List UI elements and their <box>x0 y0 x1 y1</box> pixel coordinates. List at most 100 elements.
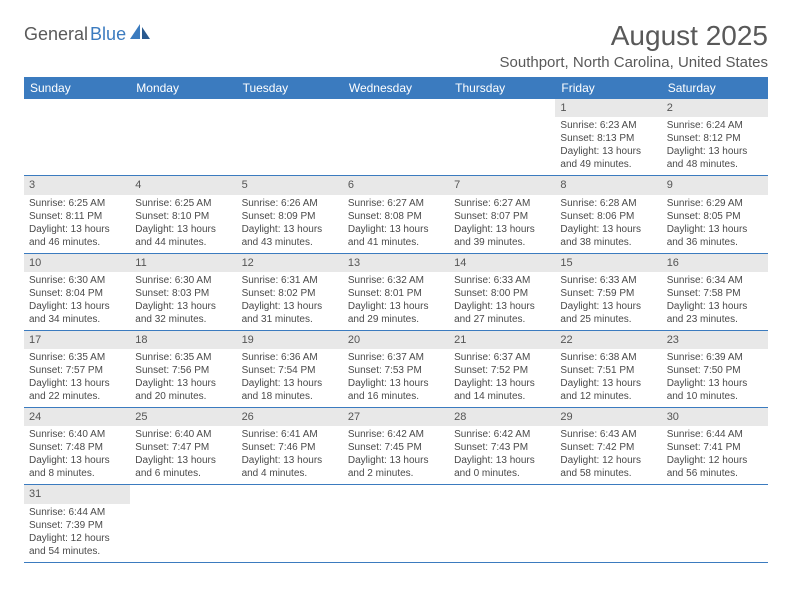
sunset-line: Sunset: 7:51 PM <box>560 364 656 377</box>
day-info: Sunrise: 6:29 AMSunset: 8:05 PMDaylight:… <box>662 195 768 253</box>
day-info: Sunrise: 6:37 AMSunset: 7:52 PMDaylight:… <box>449 349 555 407</box>
daylight-line: Daylight: 13 hours and 6 minutes. <box>135 454 231 480</box>
sunrise-line: Sunrise: 6:42 AM <box>454 428 550 441</box>
logo-text-general: General <box>24 24 88 45</box>
sunrise-line: Sunrise: 6:27 AM <box>348 197 444 210</box>
sunrise-line: Sunrise: 6:32 AM <box>348 274 444 287</box>
day-number: 22 <box>555 331 661 349</box>
sunrise-line: Sunrise: 6:33 AM <box>560 274 656 287</box>
calendar-day-cell: 11Sunrise: 6:30 AMSunset: 8:03 PMDayligh… <box>130 254 236 330</box>
day-info: Sunrise: 6:31 AMSunset: 8:02 PMDaylight:… <box>237 272 343 330</box>
calendar-empty-cell <box>24 99 130 175</box>
sunset-line: Sunset: 7:46 PM <box>242 441 338 454</box>
daylight-line: Daylight: 13 hours and 48 minutes. <box>667 145 763 171</box>
day-info: Sunrise: 6:27 AMSunset: 8:08 PMDaylight:… <box>343 195 449 253</box>
daylight-line: Daylight: 13 hours and 12 minutes. <box>560 377 656 403</box>
calendar-week-row: 17Sunrise: 6:35 AMSunset: 7:57 PMDayligh… <box>24 330 768 407</box>
calendar-empty-cell <box>449 485 555 561</box>
daylight-line: Daylight: 13 hours and 36 minutes. <box>667 223 763 249</box>
day-number: 24 <box>24 408 130 426</box>
calendar-empty-cell <box>237 485 343 561</box>
day-info: Sunrise: 6:42 AMSunset: 7:45 PMDaylight:… <box>343 426 449 484</box>
calendar-empty-cell <box>662 485 768 561</box>
calendar-day-cell: 19Sunrise: 6:36 AMSunset: 7:54 PMDayligh… <box>237 331 343 407</box>
calendar-day-cell: 14Sunrise: 6:33 AMSunset: 8:00 PMDayligh… <box>449 254 555 330</box>
calendar-day-cell: 12Sunrise: 6:31 AMSunset: 8:02 PMDayligh… <box>237 254 343 330</box>
daylight-line: Daylight: 13 hours and 0 minutes. <box>454 454 550 480</box>
sunset-line: Sunset: 8:04 PM <box>29 287 125 300</box>
sunrise-line: Sunrise: 6:41 AM <box>242 428 338 441</box>
calendar-day-cell: 13Sunrise: 6:32 AMSunset: 8:01 PMDayligh… <box>343 254 449 330</box>
logo-text-blue: Blue <box>90 24 126 45</box>
calendar-week-row: 3Sunrise: 6:25 AMSunset: 8:11 PMDaylight… <box>24 175 768 252</box>
weekday-header: Friday <box>555 77 661 99</box>
calendar-day-cell: 20Sunrise: 6:37 AMSunset: 7:53 PMDayligh… <box>343 331 449 407</box>
daylight-line: Daylight: 13 hours and 2 minutes. <box>348 454 444 480</box>
calendar-day-cell: 17Sunrise: 6:35 AMSunset: 7:57 PMDayligh… <box>24 331 130 407</box>
sunrise-line: Sunrise: 6:35 AM <box>29 351 125 364</box>
day-number: 20 <box>343 331 449 349</box>
day-number: 13 <box>343 254 449 272</box>
day-info: Sunrise: 6:23 AMSunset: 8:13 PMDaylight:… <box>555 117 661 175</box>
header: GeneralBlue August 2025 Southport, North… <box>24 20 768 71</box>
calendar-week-row: 1Sunrise: 6:23 AMSunset: 8:13 PMDaylight… <box>24 99 768 175</box>
daylight-line: Daylight: 13 hours and 31 minutes. <box>242 300 338 326</box>
sunset-line: Sunset: 7:57 PM <box>29 364 125 377</box>
weekday-header-row: SundayMondayTuesdayWednesdayThursdayFrid… <box>24 77 768 99</box>
calendar-day-cell: 5Sunrise: 6:26 AMSunset: 8:09 PMDaylight… <box>237 176 343 252</box>
month-title: August 2025 <box>500 20 768 52</box>
day-info: Sunrise: 6:38 AMSunset: 7:51 PMDaylight:… <box>555 349 661 407</box>
sunrise-line: Sunrise: 6:26 AM <box>242 197 338 210</box>
sunrise-line: Sunrise: 6:34 AM <box>667 274 763 287</box>
calendar-empty-cell <box>130 485 236 561</box>
calendar-day-cell: 3Sunrise: 6:25 AMSunset: 8:11 PMDaylight… <box>24 176 130 252</box>
sunrise-line: Sunrise: 6:33 AM <box>454 274 550 287</box>
daylight-line: Daylight: 13 hours and 18 minutes. <box>242 377 338 403</box>
daylight-line: Daylight: 13 hours and 43 minutes. <box>242 223 338 249</box>
calendar-day-cell: 31Sunrise: 6:44 AMSunset: 7:39 PMDayligh… <box>24 485 130 561</box>
calendar-day-cell: 9Sunrise: 6:29 AMSunset: 8:05 PMDaylight… <box>662 176 768 252</box>
sunrise-line: Sunrise: 6:40 AM <box>135 428 231 441</box>
day-info: Sunrise: 6:43 AMSunset: 7:42 PMDaylight:… <box>555 426 661 484</box>
calendar-day-cell: 15Sunrise: 6:33 AMSunset: 7:59 PMDayligh… <box>555 254 661 330</box>
day-info: Sunrise: 6:40 AMSunset: 7:47 PMDaylight:… <box>130 426 236 484</box>
calendar-week-row: 10Sunrise: 6:30 AMSunset: 8:04 PMDayligh… <box>24 253 768 330</box>
day-info: Sunrise: 6:42 AMSunset: 7:43 PMDaylight:… <box>449 426 555 484</box>
daylight-line: Daylight: 13 hours and 23 minutes. <box>667 300 763 326</box>
daylight-line: Daylight: 13 hours and 14 minutes. <box>454 377 550 403</box>
calendar-day-cell: 29Sunrise: 6:43 AMSunset: 7:42 PMDayligh… <box>555 408 661 484</box>
sunrise-line: Sunrise: 6:29 AM <box>667 197 763 210</box>
day-number: 12 <box>237 254 343 272</box>
daylight-line: Daylight: 13 hours and 46 minutes. <box>29 223 125 249</box>
calendar-day-cell: 24Sunrise: 6:40 AMSunset: 7:48 PMDayligh… <box>24 408 130 484</box>
sunset-line: Sunset: 8:03 PM <box>135 287 231 300</box>
calendar-day-cell: 2Sunrise: 6:24 AMSunset: 8:12 PMDaylight… <box>662 99 768 175</box>
day-info: Sunrise: 6:41 AMSunset: 7:46 PMDaylight:… <box>237 426 343 484</box>
sunset-line: Sunset: 7:39 PM <box>29 519 125 532</box>
sunrise-line: Sunrise: 6:27 AM <box>454 197 550 210</box>
daylight-line: Daylight: 13 hours and 29 minutes. <box>348 300 444 326</box>
day-number: 31 <box>24 485 130 503</box>
weekday-header: Tuesday <box>237 77 343 99</box>
location-text: Southport, North Carolina, United States <box>500 54 768 71</box>
sunset-line: Sunset: 7:48 PM <box>29 441 125 454</box>
day-info: Sunrise: 6:34 AMSunset: 7:58 PMDaylight:… <box>662 272 768 330</box>
calendar-empty-cell <box>130 99 236 175</box>
daylight-line: Daylight: 13 hours and 22 minutes. <box>29 377 125 403</box>
sunset-line: Sunset: 8:05 PM <box>667 210 763 223</box>
daylight-line: Daylight: 13 hours and 4 minutes. <box>242 454 338 480</box>
day-info: Sunrise: 6:33 AMSunset: 7:59 PMDaylight:… <box>555 272 661 330</box>
day-info: Sunrise: 6:40 AMSunset: 7:48 PMDaylight:… <box>24 426 130 484</box>
day-number: 16 <box>662 254 768 272</box>
day-number: 1 <box>555 99 661 117</box>
sunset-line: Sunset: 7:50 PM <box>667 364 763 377</box>
sunset-line: Sunset: 7:56 PM <box>135 364 231 377</box>
day-number: 7 <box>449 176 555 194</box>
calendar-day-cell: 16Sunrise: 6:34 AMSunset: 7:58 PMDayligh… <box>662 254 768 330</box>
day-info: Sunrise: 6:36 AMSunset: 7:54 PMDaylight:… <box>237 349 343 407</box>
sunset-line: Sunset: 8:09 PM <box>242 210 338 223</box>
day-info: Sunrise: 6:33 AMSunset: 8:00 PMDaylight:… <box>449 272 555 330</box>
calendar-week-row: 31Sunrise: 6:44 AMSunset: 7:39 PMDayligh… <box>24 484 768 561</box>
day-info: Sunrise: 6:27 AMSunset: 8:07 PMDaylight:… <box>449 195 555 253</box>
calendar-day-cell: 25Sunrise: 6:40 AMSunset: 7:47 PMDayligh… <box>130 408 236 484</box>
